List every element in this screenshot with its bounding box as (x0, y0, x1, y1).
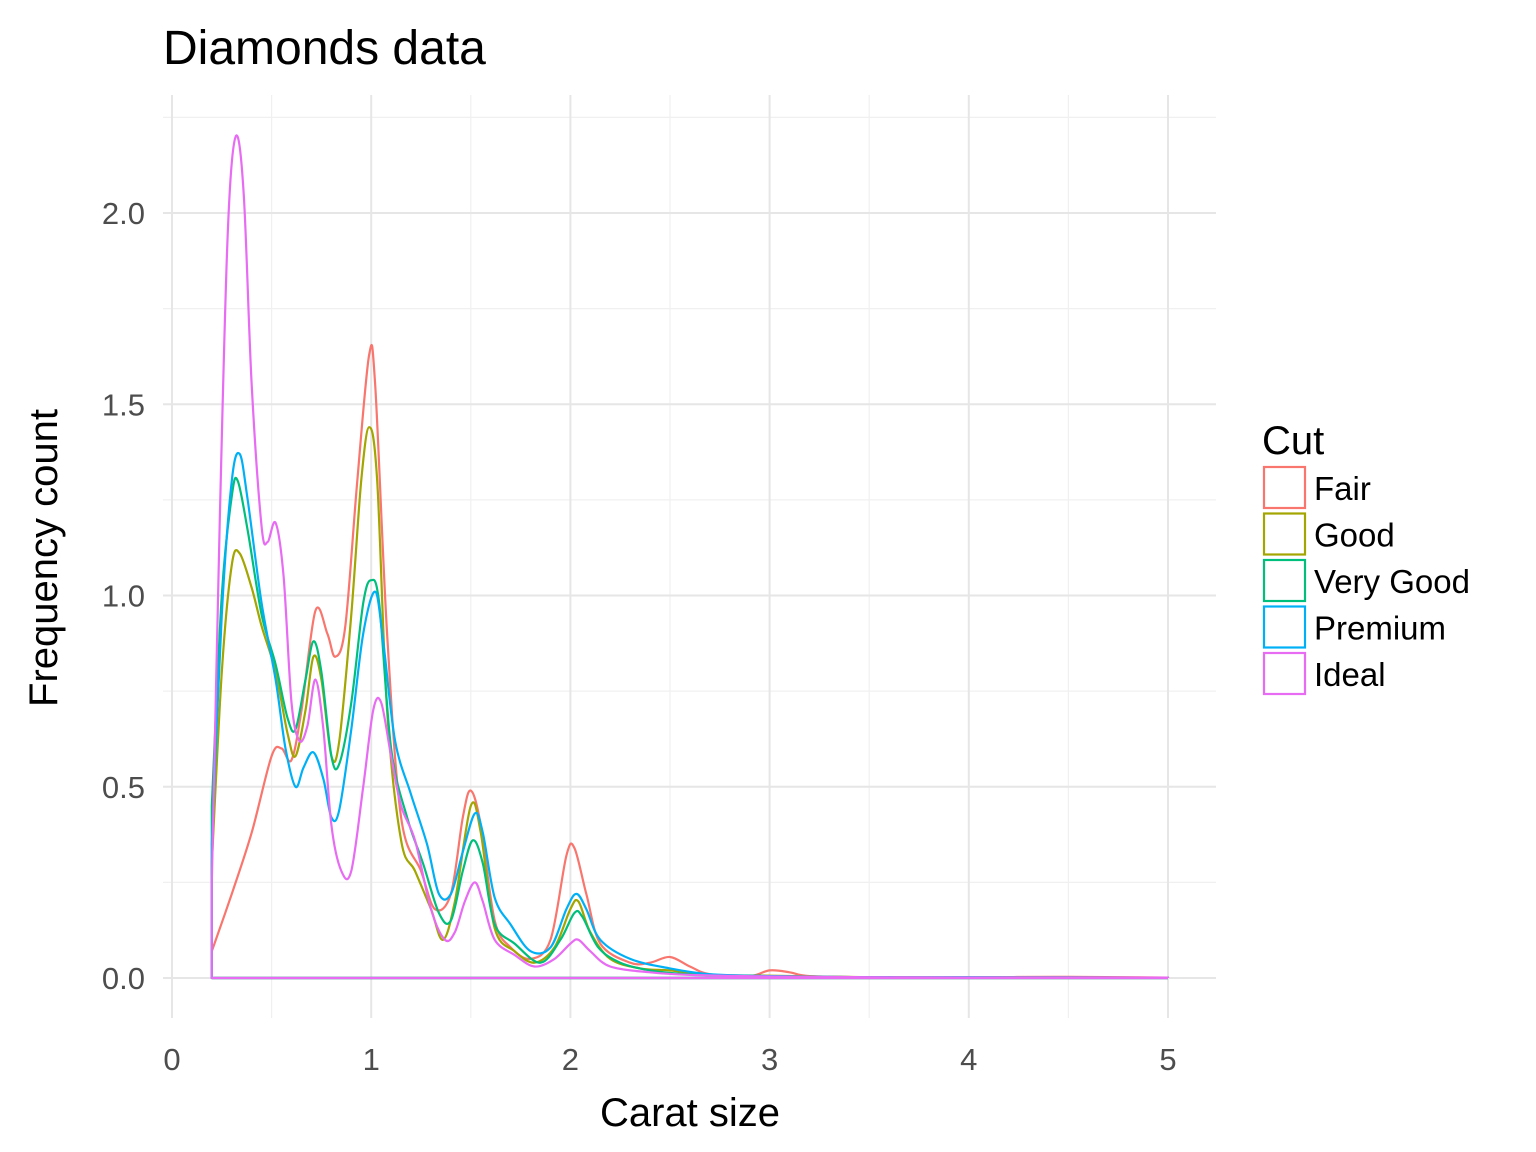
x-tick-label: 4 (960, 1042, 977, 1077)
legend-key-good (1262, 512, 1307, 556)
y-axis-title: Frequency count (22, 409, 66, 707)
legend-label-fair: Fair (1314, 470, 1371, 507)
x-tick-label: 0 (163, 1042, 180, 1077)
legend-key-fair (1262, 465, 1307, 510)
legend-title: Cut (1262, 419, 1324, 463)
y-tick-label: 1.0 (102, 579, 145, 614)
x-tick-label: 1 (363, 1042, 380, 1077)
legend-items: Fair Good Very Good Premium Ideal (1262, 465, 1470, 696)
x-tick-label: 5 (1159, 1042, 1176, 1077)
y-tick-label: 0.5 (102, 770, 145, 805)
x-tick-label: 2 (562, 1042, 579, 1077)
y-tick-label: 1.5 (102, 387, 145, 422)
density-line-premium (210, 451, 1170, 980)
density-line-very-good (210, 476, 1170, 980)
legend-label-premium: Premium (1314, 610, 1446, 647)
x-axis-title: Carat size (600, 1091, 780, 1135)
legend-key-premium (1262, 605, 1307, 649)
y-tick-label: 2.0 (102, 196, 145, 231)
x-tick-label: 3 (761, 1042, 778, 1077)
legend-label-good: Good (1314, 517, 1395, 554)
legend: Cut Fair Good Very Good Premium Ideal (1262, 419, 1470, 696)
legend-label-ideal: Ideal (1314, 656, 1386, 693)
y-tick-label: 0.0 (102, 961, 145, 996)
density-line-ideal (210, 134, 1170, 980)
legend-key-very-good (1262, 558, 1307, 603)
axis-layer: 0 1 2 3 4 5 0.0 0.5 1.0 1.5 2.0 (102, 196, 1177, 1077)
grid-layer (163, 95, 1216, 1018)
legend-key-ideal (1262, 651, 1307, 696)
chart-title: Diamonds data (163, 22, 486, 75)
legend-label-very-good: Very Good (1314, 563, 1470, 600)
series-layer (210, 134, 1170, 980)
